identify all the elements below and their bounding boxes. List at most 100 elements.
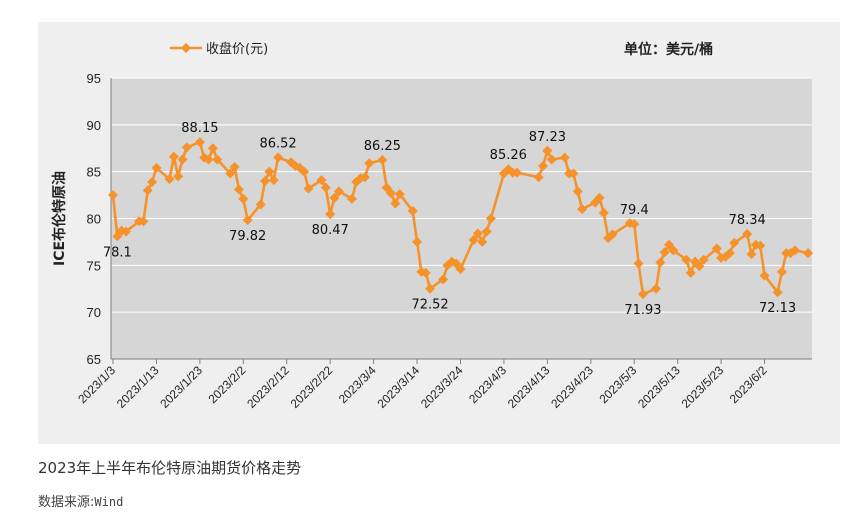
x-tick-label: 2023/1/23: [157, 363, 205, 411]
data-point: [173, 171, 184, 182]
data-point: [268, 175, 279, 186]
data-point: [477, 236, 488, 247]
data-point: [607, 229, 618, 240]
y-tick-label: 95: [87, 71, 101, 86]
y-tick-label: 85: [87, 165, 101, 180]
data-point: [511, 167, 522, 178]
y-tick-label: 90: [87, 118, 101, 133]
legend-label: 收盘价(元): [206, 41, 268, 57]
data-point: [451, 258, 462, 269]
data-source-name: Wind: [94, 495, 124, 509]
data-point: [316, 175, 327, 186]
data-label: 79.82: [229, 229, 266, 244]
x-tick-label: 2023/3/14: [375, 363, 423, 411]
data-point: [633, 258, 644, 269]
data-point: [659, 247, 670, 258]
y-tick-label: 75: [87, 258, 101, 273]
data-label: 86.25: [364, 139, 401, 154]
data-point: [242, 215, 253, 226]
data-point: [572, 186, 583, 197]
data-point: [455, 264, 466, 275]
x-tick-label: 2023/2/22: [288, 363, 336, 411]
data-point: [694, 261, 705, 272]
data-point: [377, 154, 388, 165]
legend-diamond-marker: [181, 43, 191, 53]
data-point: [407, 206, 418, 217]
data-point: [320, 182, 331, 193]
data-point: [472, 228, 483, 239]
data-point: [386, 188, 396, 199]
data-point: [542, 145, 553, 156]
data-point: [203, 154, 214, 165]
data-point: [164, 174, 175, 185]
data-label: 87.23: [529, 130, 566, 145]
data-point: [546, 154, 557, 165]
data-label: 72.52: [411, 298, 448, 313]
data-point: [425, 283, 436, 294]
data-point: [329, 192, 340, 203]
y-tick-label: 65: [87, 352, 101, 367]
data-point: [538, 161, 549, 172]
data-point: [485, 213, 496, 224]
data-point: [803, 248, 813, 259]
data-point: [668, 245, 679, 256]
x-tick-label: 2023/1/13: [114, 363, 162, 411]
data-point: [416, 266, 427, 277]
data-point: [629, 219, 640, 230]
data-point: [685, 267, 696, 278]
data-point: [299, 166, 310, 177]
y-tick-label: 80: [87, 212, 101, 227]
legend: 收盘价(元): [170, 41, 268, 57]
x-tick-label: 2023/1/3: [75, 363, 118, 406]
data-point: [168, 151, 179, 162]
x-tick-label: 2023/2/2: [205, 363, 248, 406]
y-tick-label: 70: [87, 305, 101, 320]
data-point: [147, 176, 158, 187]
data-point: [233, 184, 244, 195]
x-tick-label: 2023/3/4: [336, 363, 379, 406]
data-point: [789, 245, 800, 256]
data-label: 78.1: [103, 245, 132, 260]
data-point: [177, 154, 188, 165]
data-point: [772, 287, 783, 298]
data-point: [598, 207, 609, 218]
data-point: [273, 152, 284, 163]
data-point: [533, 172, 544, 183]
data-label: 86.52: [259, 136, 296, 151]
data-point: [138, 216, 149, 227]
figure-caption: 2023年上半年布伦特原油期货价格走势: [38, 459, 302, 477]
data-label: 71.93: [624, 303, 661, 318]
series-markers: [108, 137, 813, 300]
x-tick-label: 2023/5/23: [679, 363, 727, 411]
data-point: [151, 162, 162, 173]
data-point: [390, 198, 401, 209]
data-point: [394, 189, 405, 200]
x-tick-label: 2023/4/13: [505, 363, 553, 411]
x-tick-label: 2023/2/12: [244, 363, 292, 411]
data-point: [650, 283, 661, 294]
data-point: [568, 168, 579, 179]
data-source: 数据来源:Wind: [38, 491, 123, 510]
data-point: [468, 235, 479, 246]
data-point: [260, 176, 271, 187]
unit-label: 单位：美元/桶: [624, 41, 713, 58]
data-point: [759, 270, 770, 281]
data-labels: 78.1 88.15 79.82 86.52 80.47 86.25 72.52 85.268…: [103, 121, 796, 318]
y-axis-title: ICE布伦特原油: [51, 171, 68, 266]
data-point: [346, 193, 357, 204]
x-tick-label: 2023/5/13: [635, 363, 683, 411]
data-point: [359, 172, 370, 183]
data-point: [303, 183, 314, 194]
data-point: [438, 274, 449, 285]
data-label: 88.15: [181, 121, 218, 136]
data-source-prefix: 数据来源:: [38, 495, 95, 510]
data-label: 79.4: [620, 203, 649, 218]
data-point: [655, 257, 666, 268]
data-point: [637, 289, 648, 300]
data-point: [229, 161, 240, 172]
data-point: [364, 158, 375, 169]
data-point: [559, 152, 570, 163]
data-label: 72.13: [759, 301, 796, 316]
data-point: [142, 185, 153, 196]
x-tick-label: 2023/3/24: [418, 363, 466, 411]
